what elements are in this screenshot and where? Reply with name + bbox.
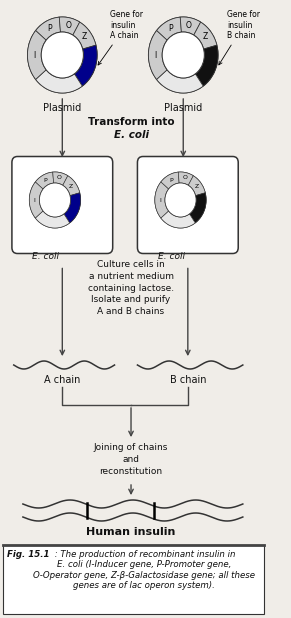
Text: E. coli: E. coli (158, 252, 185, 261)
Polygon shape (180, 17, 201, 35)
Circle shape (155, 172, 206, 228)
Circle shape (39, 183, 70, 217)
Text: P: P (47, 23, 52, 33)
FancyBboxPatch shape (137, 156, 238, 253)
Text: I: I (159, 198, 161, 203)
Circle shape (165, 183, 196, 217)
Polygon shape (63, 176, 80, 196)
Text: A chain: A chain (44, 375, 81, 385)
Text: I: I (33, 198, 35, 203)
Text: Culture cells in
a nutrient medium
containing lactose.
Isolate and purify
A and : Culture cells in a nutrient medium conta… (88, 260, 174, 316)
Text: Z: Z (69, 184, 73, 188)
Text: O: O (186, 20, 192, 30)
Polygon shape (195, 45, 218, 86)
Polygon shape (188, 176, 205, 196)
Polygon shape (35, 172, 54, 189)
Text: Plasmid: Plasmid (43, 103, 81, 113)
Polygon shape (29, 182, 43, 218)
Text: Joining of chains
and
reconstitution: Joining of chains and reconstitution (94, 443, 168, 476)
Text: P: P (168, 23, 173, 33)
Text: I: I (154, 51, 157, 59)
Polygon shape (161, 172, 179, 189)
Polygon shape (36, 17, 61, 40)
Text: Plasmid: Plasmid (164, 103, 202, 113)
Text: B chain: B chain (170, 375, 206, 385)
Text: P: P (43, 177, 47, 183)
Polygon shape (161, 211, 195, 228)
Text: E. coli: E. coli (32, 252, 59, 261)
Text: O: O (182, 176, 187, 180)
Text: Gene for
insulin
A chain: Gene for insulin A chain (98, 10, 143, 65)
Polygon shape (178, 172, 193, 185)
Circle shape (148, 17, 218, 93)
Text: O: O (65, 20, 71, 30)
Polygon shape (35, 211, 70, 228)
Polygon shape (27, 30, 46, 80)
Text: E. coli: E. coli (113, 130, 148, 140)
Circle shape (27, 17, 97, 93)
Polygon shape (155, 182, 168, 218)
Circle shape (162, 32, 204, 78)
Polygon shape (64, 193, 81, 223)
Polygon shape (36, 70, 82, 93)
Polygon shape (53, 172, 68, 185)
Text: Human insulin: Human insulin (86, 527, 176, 537)
Text: Z: Z (203, 32, 208, 41)
Text: Z: Z (82, 32, 87, 41)
Polygon shape (59, 17, 80, 35)
Polygon shape (189, 193, 206, 223)
Text: : The production of recombinant insulin in
E. coli (I-Inducer gene, P-Promoter g: : The production of recombinant insulin … (33, 550, 255, 590)
Text: Fig. 15.1: Fig. 15.1 (7, 550, 50, 559)
FancyBboxPatch shape (12, 156, 113, 253)
Text: O: O (57, 176, 62, 180)
Polygon shape (157, 70, 203, 93)
Polygon shape (194, 22, 217, 49)
Text: Gene for
insulin
B chain: Gene for insulin B chain (219, 10, 260, 65)
Circle shape (41, 32, 84, 78)
Circle shape (29, 172, 81, 228)
Bar (3, 545, 264, 614)
Text: P: P (169, 177, 173, 183)
Text: Z: Z (195, 184, 199, 188)
Polygon shape (148, 30, 167, 80)
Polygon shape (73, 22, 96, 49)
Text: I: I (33, 51, 36, 59)
Polygon shape (157, 17, 181, 40)
Text: Transform into: Transform into (88, 117, 174, 127)
Polygon shape (74, 45, 97, 86)
